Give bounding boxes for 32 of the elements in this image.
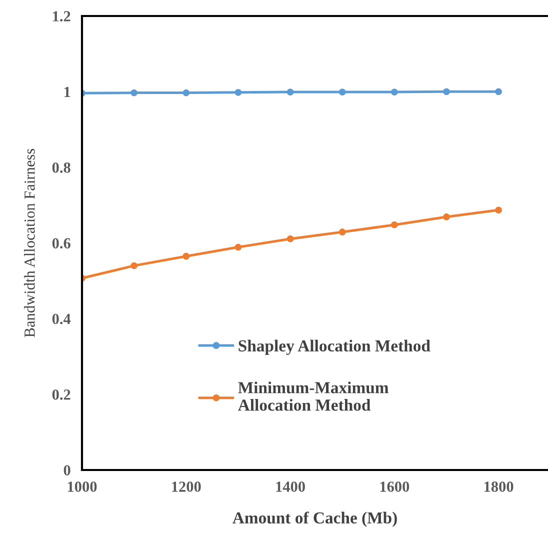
point <box>234 88 242 96</box>
point <box>286 235 294 242</box>
point <box>130 89 138 96</box>
y-tick-label: 0.2 <box>52 389 70 400</box>
point <box>234 244 242 251</box>
point <box>182 252 190 260</box>
point <box>495 206 502 214</box>
x-tick-label: 1000 <box>68 482 97 492</box>
y-tick-label: 0.4 <box>52 314 71 324</box>
x-tick-label: 1800 <box>484 482 514 492</box>
y-tick-label: 0.8 <box>52 162 70 173</box>
point <box>338 228 346 236</box>
y-tick-label: 0 <box>64 465 70 476</box>
point <box>390 88 398 96</box>
point <box>390 221 398 228</box>
point <box>338 88 346 96</box>
legend-label: Minimum-Maximum Allocation Method <box>238 382 388 411</box>
point <box>495 88 502 96</box>
point <box>182 89 190 96</box>
x-tick-label: 1400 <box>276 482 305 492</box>
y-tick-label: 0.6 <box>52 238 70 249</box>
y-axis-title: Bandwidth Allocation Fairness <box>24 148 35 338</box>
x-tick-label: 1600 <box>380 482 410 492</box>
x-tick-label: 1200 <box>172 482 201 492</box>
y-tick-label: 1.2 <box>53 11 70 22</box>
legend-label: Shapley Allocation Method <box>238 340 430 355</box>
x-axis-title: Amount of Cache (Mb) <box>232 512 397 527</box>
point <box>442 213 450 220</box>
y-tick-label: 1 <box>64 86 70 97</box>
point <box>442 88 450 96</box>
point <box>130 262 138 270</box>
point <box>286 88 294 96</box>
